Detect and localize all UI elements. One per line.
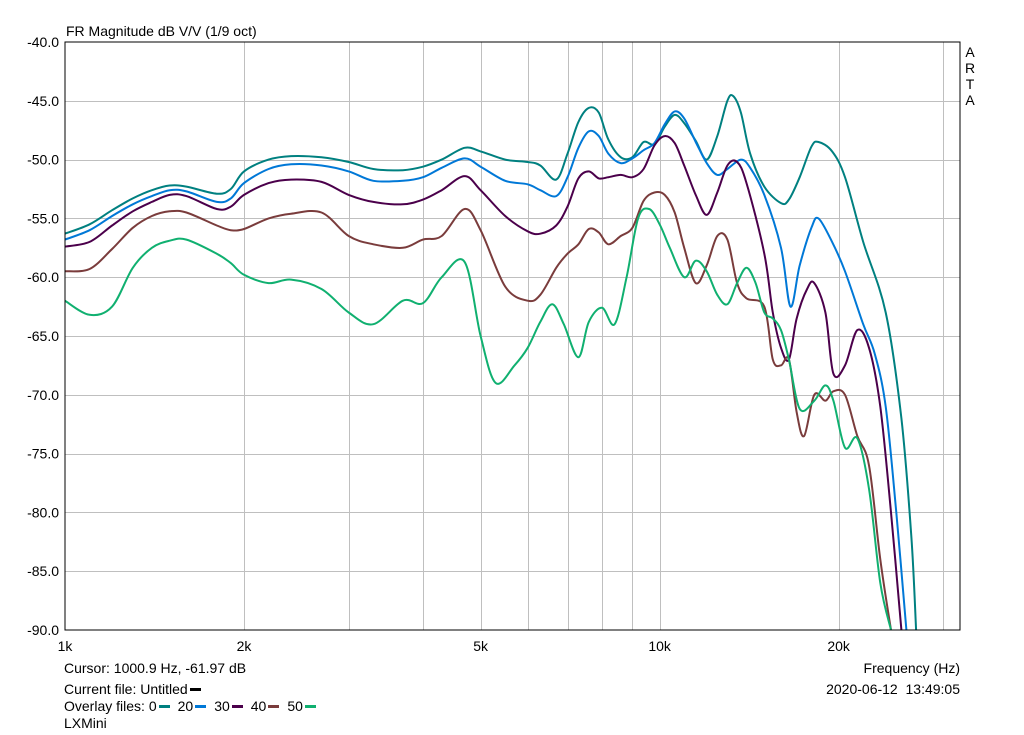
x-axis-label: Frequency (Hz) <box>863 660 960 676</box>
overlay-files-line: Overlay files: 0 20 30 40 50 <box>64 698 324 715</box>
y-tick-label: -50.0 <box>27 152 59 168</box>
cursor-readout: Cursor: 1000.9 Hz, -61.97 dB <box>64 660 247 676</box>
y-tick-label: -90.0 <box>27 622 59 638</box>
x-tick-label: 1k <box>58 638 74 654</box>
chart-title: FR Magnitude dB V/V (1/9 oct) <box>66 23 257 39</box>
x-tick-labels: 1k 2k 5k 10k 20k <box>58 638 851 654</box>
overlay-item-30: 30 <box>214 698 247 715</box>
current-file-swatch <box>189 687 201 691</box>
series-line-40 <box>65 190 892 630</box>
overlay-name: 50 <box>287 698 303 714</box>
overlay-name: 30 <box>214 698 230 714</box>
current-file-label: Current file: Untitled <box>64 681 188 697</box>
overlay-item-0: 0 <box>149 698 174 715</box>
overlay-swatch <box>195 704 207 708</box>
overlay-swatch <box>158 704 170 708</box>
x-tick-label: 20k <box>827 638 851 654</box>
y-tick-label: -55.0 <box>27 210 59 226</box>
brand-letter: T <box>966 76 975 92</box>
overlay-swatch <box>268 704 280 708</box>
overlay-swatch <box>304 704 316 708</box>
y-tick-label: -75.0 <box>27 446 59 462</box>
x-tick-label: 5k <box>473 638 489 654</box>
brand-letter: A <box>965 92 975 108</box>
series-line-30 <box>65 135 903 630</box>
overlay-files-label: Overlay files: <box>64 698 145 714</box>
y-tick-label: -60.0 <box>27 269 59 285</box>
y-tick-labels: -40.0 -45.0 -50.0 -55.0 -60.0 -65.0 -70.0 -75.0… <box>27 34 59 638</box>
file-name: LXMini <box>64 715 107 731</box>
x-tick-label: 2k <box>237 638 253 654</box>
series-line-50 <box>65 207 892 630</box>
y-tick-label: -40.0 <box>27 34 59 50</box>
brand-letter: R <box>965 60 975 76</box>
overlay-item-40: 40 <box>251 698 284 715</box>
series-line-0 <box>65 93 918 630</box>
overlay-legend: 0 20 30 40 50 <box>149 698 324 714</box>
current-file-line: Current file: Untitled <box>64 681 205 698</box>
plot-grid <box>65 42 960 630</box>
overlay-name: 0 <box>148 698 157 714</box>
overlay-name: 40 <box>250 698 267 714</box>
y-tick-label: -80.0 <box>27 504 59 520</box>
overlay-item-20: 20 <box>178 698 211 715</box>
x-tick-label: 10k <box>648 638 672 654</box>
overlay-item-50: 50 <box>287 698 320 715</box>
y-tick-label: -85.0 <box>27 563 59 579</box>
plot-frame <box>64 41 961 631</box>
series-layer <box>65 93 918 630</box>
y-tick-label: -65.0 <box>27 328 59 344</box>
brand-letter: A <box>965 44 975 60</box>
overlay-name: 20 <box>177 698 194 714</box>
series-line-20 <box>65 110 908 630</box>
timestamp: 2020-06-12 13:49:05 <box>826 681 960 697</box>
y-tick-label: -70.0 <box>27 387 59 403</box>
y-tick-label: -45.0 <box>27 93 59 109</box>
overlay-swatch <box>231 704 243 708</box>
